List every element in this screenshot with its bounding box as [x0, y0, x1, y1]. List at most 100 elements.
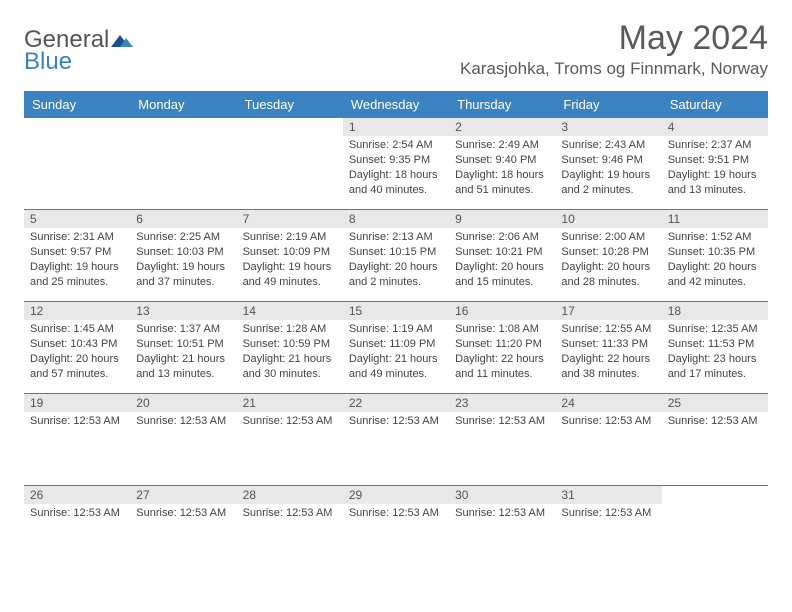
calendar-day-cell: 8Sunrise: 2:13 AMSunset: 10:15 PMDayligh… [343, 210, 449, 302]
calendar-day-cell [237, 118, 343, 210]
day-number: 25 [662, 394, 768, 412]
title-block: May 2024 Karasjohka, Troms og Finnmark, … [460, 20, 768, 79]
day-details: Sunrise: 12:53 AM [343, 504, 449, 525]
calendar-day-cell: 4Sunrise: 2:37 AMSunset: 9:51 PMDaylight… [662, 118, 768, 210]
sunset-line: Sunset: 10:51 PM [136, 337, 230, 352]
sunrise-line: Sunrise: 12:53 AM [243, 506, 337, 521]
day-number: 21 [237, 394, 343, 412]
sunset-line: Sunset: 9:57 PM [30, 245, 124, 260]
sunrise-line: Sunrise: 1:37 AM [136, 322, 230, 337]
calendar-day-cell: 17Sunrise: 12:55 AMSunset: 11:33 PMDayli… [555, 302, 661, 394]
sunrise-line: Sunrise: 12:53 AM [561, 506, 655, 521]
calendar-day-cell: 21 Sunrise: 12:53 AM [237, 394, 343, 486]
sunrise-line: Sunrise: 12:55 AM [561, 322, 655, 337]
sunset-line: Sunset: 11:53 PM [668, 337, 762, 352]
day-number: 28 [237, 486, 343, 504]
daylight-line: Daylight: 19 hours and 13 minutes. [668, 168, 762, 198]
day-number: 27 [130, 486, 236, 504]
day-details: Sunrise: 12:53 AM [449, 504, 555, 525]
sunrise-line: Sunrise: 12:53 AM [243, 414, 337, 429]
day-details: Sunrise: 2:49 AMSunset: 9:40 PMDaylight:… [449, 136, 555, 201]
sunset-line: Sunset: 10:28 PM [561, 245, 655, 260]
daylight-line: Daylight: 21 hours and 49 minutes. [349, 352, 443, 382]
sunrise-line: Sunrise: 1:52 AM [668, 230, 762, 245]
day-details: Sunrise: 12:53 AM [555, 504, 661, 525]
calendar-day-cell: 25Sunrise: 12:53 AM [662, 394, 768, 486]
day-number: 31 [555, 486, 661, 504]
day-details: Sunrise: 2:54 AMSunset: 9:35 PMDaylight:… [343, 136, 449, 201]
sunrise-line: Sunrise: 12:53 AM [349, 506, 443, 521]
location-line: Karasjohka, Troms og Finnmark, Norway [460, 59, 768, 79]
weekday-row: Sunday Monday Tuesday Wednesday Thursday… [24, 92, 768, 118]
sunrise-line: Sunrise: 1:19 AM [349, 322, 443, 337]
daylight-line: Daylight: 20 hours and 42 minutes. [668, 260, 762, 290]
day-number: 8 [343, 210, 449, 228]
logo: General Blue [24, 20, 133, 76]
day-details: Sunrise: 12:35 AMSunset: 11:53 PMDayligh… [662, 320, 768, 385]
calendar-table: Sunday Monday Tuesday Wednesday Thursday… [24, 91, 768, 578]
calendar-week-row: 12Sunrise: 1:45 AMSunset: 10:43 PMDaylig… [24, 302, 768, 394]
sunrise-line: Sunrise: 1:28 AM [243, 322, 337, 337]
sunrise-line: Sunrise: 12:53 AM [455, 414, 549, 429]
daylight-line: Daylight: 19 hours and 49 minutes. [243, 260, 337, 290]
sunrise-line: Sunrise: 12:35 AM [668, 322, 762, 337]
day-number: 11 [662, 210, 768, 228]
day-details [24, 136, 130, 142]
day-details: Sunrise: 1:08 AMSunset: 11:20 PMDaylight… [449, 320, 555, 385]
day-number: 13 [130, 302, 236, 320]
day-details: Sunrise: 1:52 AMSunset: 10:35 PMDaylight… [662, 228, 768, 293]
day-number: 24 [555, 394, 661, 412]
day-details: Sunrise: 2:31 AMSunset: 9:57 PMDaylight:… [24, 228, 130, 293]
day-details: Sunrise: 12:53 AM [449, 412, 555, 433]
day-details: Sunrise: 2:37 AMSunset: 9:51 PMDaylight:… [662, 136, 768, 201]
calendar-day-cell: 12Sunrise: 1:45 AMSunset: 10:43 PMDaylig… [24, 302, 130, 394]
daylight-line: Daylight: 20 hours and 15 minutes. [455, 260, 549, 290]
sunrise-line: Sunrise: 2:49 AM [455, 138, 549, 153]
day-number: 15 [343, 302, 449, 320]
day-number: 6 [130, 210, 236, 228]
day-number [237, 118, 343, 136]
calendar-day-cell: 6Sunrise: 2:25 AMSunset: 10:03 PMDayligh… [130, 210, 236, 302]
calendar-day-cell: 11Sunrise: 1:52 AMSunset: 10:35 PMDaylig… [662, 210, 768, 302]
calendar-day-cell: 26Sunrise: 12:53 AM [24, 486, 130, 578]
daylight-line: Daylight: 20 hours and 57 minutes. [30, 352, 124, 382]
sunset-line: Sunset: 9:46 PM [561, 153, 655, 168]
day-details: Sunrise: 2:00 AMSunset: 10:28 PMDaylight… [555, 228, 661, 293]
calendar-day-cell: 5Sunrise: 2:31 AMSunset: 9:57 PMDaylight… [24, 210, 130, 302]
weekday-header: Friday [555, 92, 661, 118]
day-number: 17 [555, 302, 661, 320]
day-number: 19 [24, 394, 130, 412]
sunrise-line: Sunrise: 12:53 AM [30, 506, 124, 521]
day-number: 12 [24, 302, 130, 320]
sunrise-line: Sunrise: 12:53 AM [136, 506, 230, 521]
day-details [130, 136, 236, 142]
sunset-line: Sunset: 9:51 PM [668, 153, 762, 168]
sunrise-line: Sunrise: 12:53 AM [30, 414, 124, 429]
daylight-line: Daylight: 22 hours and 11 minutes. [455, 352, 549, 382]
sunrise-line: Sunrise: 2:13 AM [349, 230, 443, 245]
sunset-line: Sunset: 11:33 PM [561, 337, 655, 352]
day-details: Sunrise: 2:19 AMSunset: 10:09 PMDaylight… [237, 228, 343, 293]
weekday-header: Saturday [662, 92, 768, 118]
calendar-week-row: 5Sunrise: 2:31 AMSunset: 9:57 PMDaylight… [24, 210, 768, 302]
month-title: May 2024 [460, 20, 768, 57]
calendar-day-cell [24, 118, 130, 210]
page-header: General Blue May 2024 Karasjohka, Troms … [24, 20, 768, 79]
day-number: 14 [237, 302, 343, 320]
day-number [662, 486, 768, 504]
sunrise-line: Sunrise: 2:06 AM [455, 230, 549, 245]
calendar-day-cell: 2Sunrise: 2:49 AMSunset: 9:40 PMDaylight… [449, 118, 555, 210]
daylight-line: Daylight: 18 hours and 51 minutes. [455, 168, 549, 198]
calendar-day-cell: 7Sunrise: 2:19 AMSunset: 10:09 PMDayligh… [237, 210, 343, 302]
calendar-week-row: 1Sunrise: 2:54 AMSunset: 9:35 PMDaylight… [24, 118, 768, 210]
sunset-line: Sunset: 9:40 PM [455, 153, 549, 168]
sunrise-line: Sunrise: 12:53 AM [455, 506, 549, 521]
weekday-header: Wednesday [343, 92, 449, 118]
day-number: 23 [449, 394, 555, 412]
daylight-line: Daylight: 20 hours and 2 minutes. [349, 260, 443, 290]
sunrise-line: Sunrise: 2:43 AM [561, 138, 655, 153]
daylight-line: Daylight: 23 hours and 17 minutes. [668, 352, 762, 382]
calendar-day-cell: 27 Sunrise: 12:53 AM [130, 486, 236, 578]
calendar-day-cell: 31 Sunrise: 12:53 AM [555, 486, 661, 578]
day-details [662, 504, 768, 510]
